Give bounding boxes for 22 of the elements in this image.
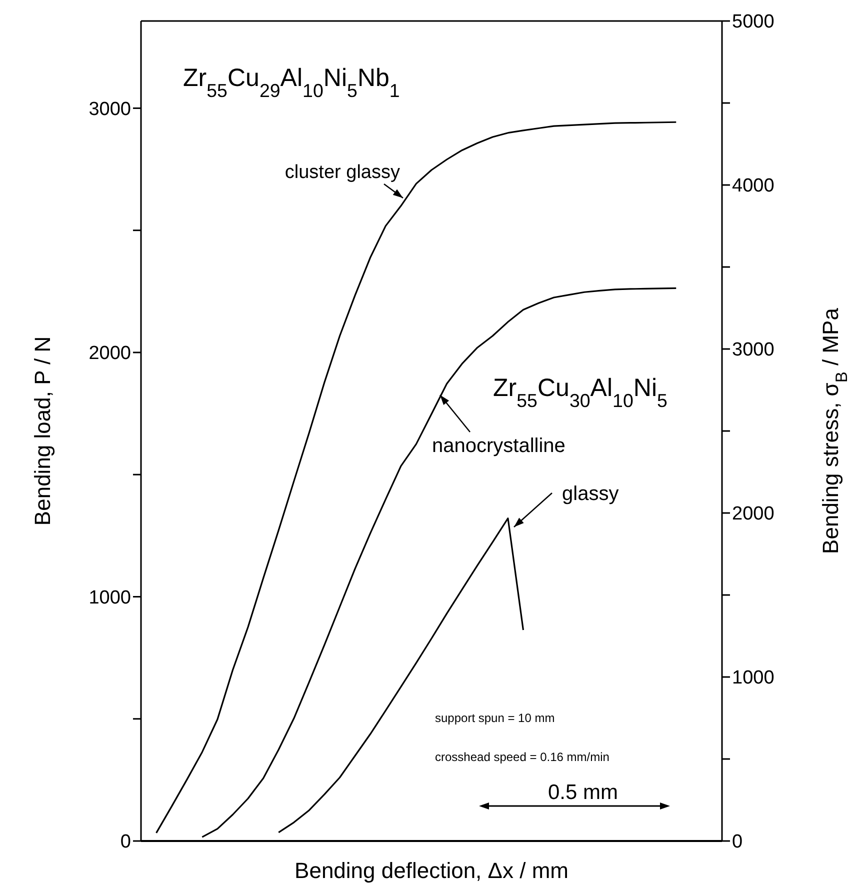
y2-tick-label: 4000 <box>732 176 774 197</box>
series-label: cluster glassy <box>284 162 400 183</box>
y2-tick-label: 5000 <box>732 12 774 33</box>
annotation: support spun = 10 mm <box>435 711 555 725</box>
annotation: crosshead speed = 0.16 mm/min <box>435 750 610 764</box>
y-tick-label: 0 <box>120 832 131 853</box>
legend-label: nanocrystalline <box>432 435 566 457</box>
y-tick-label: 1000 <box>88 587 131 608</box>
line-series <box>201 287 677 838</box>
y-tick-label: 3000 <box>88 98 131 120</box>
y2-tick-label: 0 <box>732 832 743 853</box>
text: glassy <box>562 483 619 505</box>
y2-tick-label: 3000 <box>732 340 774 361</box>
y-axis-title: Bending load, P / N <box>30 336 55 526</box>
annotation: 0.5 mm <box>548 781 618 804</box>
x-axis-title: Bending deflection, Δx / mm <box>294 858 568 883</box>
y2-tick-label: 1000 <box>732 668 774 689</box>
text: Zr$_{55}$Cu$_{29}$Al$_{10}$Ni$_{5}$Nb$_{1}$ <box>183 64 400 100</box>
line-series <box>155 121 677 834</box>
y-tick-label: 2000 <box>88 343 131 364</box>
annotation: Zr$_{55}$Cu$_{30}$Al$_{10}$Ni$_{5}$ <box>493 374 668 410</box>
y2-tick-label: 2000 <box>732 504 774 525</box>
